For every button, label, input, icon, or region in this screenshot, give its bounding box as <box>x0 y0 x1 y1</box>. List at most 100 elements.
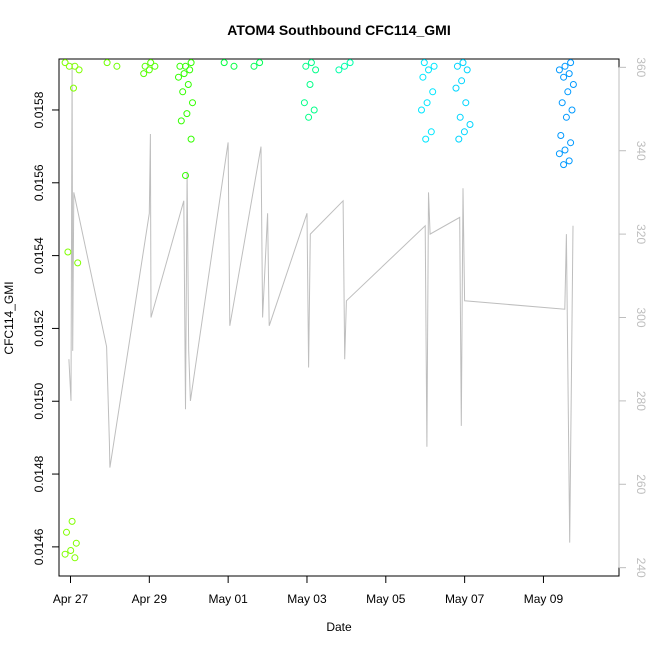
scatter-point <box>420 59 428 67</box>
series-line-right-axis <box>68 63 574 543</box>
scatter-point <box>430 62 438 70</box>
scatter-point <box>305 113 313 121</box>
scatter-point <box>458 77 466 85</box>
scatter-point <box>567 59 575 67</box>
y2-tick-label: 280 <box>634 391 648 411</box>
scatter-point <box>429 88 437 96</box>
x-axis-label: Date <box>326 620 352 634</box>
scatter-point <box>307 59 315 67</box>
scatter-point <box>113 62 121 70</box>
scatter-point <box>557 132 565 139</box>
x-tick-label: May 07 <box>445 592 485 606</box>
scatter-point <box>179 88 187 96</box>
x-axis: Apr 27 Apr 29 May 01 May 03 May 05 May 07 May … <box>53 575 564 606</box>
scatter-point <box>63 528 70 536</box>
y-tick-label: 0.0148 <box>32 455 46 492</box>
y2-tick-label: 240 <box>634 558 648 578</box>
scatter-point <box>565 157 573 165</box>
scatter-point <box>67 547 75 554</box>
scatter-point <box>452 84 460 92</box>
y-tick-label: 0.0150 <box>32 383 46 420</box>
scatter-point <box>459 59 467 67</box>
scatter-point <box>176 62 184 70</box>
plot-box <box>58 58 620 577</box>
scatter-point <box>61 550 69 558</box>
x-tick-label: May 09 <box>524 592 564 606</box>
scatter-point <box>564 88 572 96</box>
y-tick-label: 0.0156 <box>32 164 46 201</box>
scatter-point <box>455 135 463 143</box>
y2-tick-label: 340 <box>634 141 648 161</box>
scatter-point <box>460 128 468 136</box>
scatter-point <box>141 62 149 70</box>
y2-axis: 240 260 280 300 320 340 360 <box>618 57 648 578</box>
scatter-point <box>186 66 194 74</box>
x-tick-label: Apr 29 <box>132 592 168 606</box>
x-tick-label: May 01 <box>208 592 248 606</box>
scatter-point <box>562 113 570 121</box>
scatter-point <box>456 113 464 121</box>
scatter-point <box>453 62 461 70</box>
scatter-point <box>423 99 431 107</box>
scatter-point <box>569 81 577 88</box>
scatter-point <box>183 110 191 118</box>
scatter-point <box>220 59 228 67</box>
scatter-point <box>256 59 264 67</box>
y-axis: 0.0146 0.0148 0.0150 0.0152 0.0154 0.0156 0.01… <box>32 91 60 565</box>
scatter-point <box>250 62 258 70</box>
scatter-point <box>462 99 470 107</box>
scatter-point <box>180 70 188 78</box>
y2-tick-label: 360 <box>634 57 648 77</box>
chart-title: ATOM4 Southbound CFC114_GMI <box>227 22 451 38</box>
scatter-point <box>61 59 69 67</box>
scatter-point <box>306 81 314 88</box>
scatter-point <box>147 59 155 67</box>
scatter-point <box>302 62 310 70</box>
scatter-point <box>189 99 196 107</box>
scatter-point <box>70 84 77 92</box>
scatter-point <box>68 517 76 525</box>
scatter-point <box>346 59 354 67</box>
scatter-point <box>310 106 318 114</box>
scatter-point <box>419 73 427 81</box>
scatter-point <box>561 62 569 70</box>
scatter-point <box>182 172 189 179</box>
scatter-point <box>558 99 566 107</box>
scatter-point <box>300 99 308 107</box>
y-tick-label: 0.0158 <box>32 91 46 128</box>
scatter-point <box>187 59 195 67</box>
scatter-point <box>463 66 471 74</box>
x-tick-label: May 03 <box>287 592 327 606</box>
scatter-point <box>72 539 80 547</box>
scatter-point <box>567 139 575 147</box>
scatter-point <box>312 66 320 74</box>
scatter-point <box>561 146 569 154</box>
scatter-point <box>555 66 563 74</box>
y2-tick-label: 320 <box>634 224 648 244</box>
scatter-point <box>71 554 79 562</box>
scatter-point <box>65 62 73 70</box>
y-tick-label: 0.0152 <box>32 310 46 347</box>
scatter-point <box>175 73 182 81</box>
scatter-point <box>568 106 576 114</box>
scatter-point <box>425 66 432 74</box>
scatter-point <box>418 106 425 114</box>
y-tick-label: 0.0154 <box>32 237 46 274</box>
scatter-point <box>560 161 568 169</box>
y-tick-label: 0.0146 <box>32 528 46 565</box>
x-tick-label: May 05 <box>366 592 406 606</box>
scatter-point <box>230 62 238 70</box>
scatter-point <box>151 62 159 70</box>
scatter-point <box>560 73 568 81</box>
scatter-point <box>140 70 148 78</box>
scatter-point <box>74 259 82 267</box>
scatter-point <box>187 135 195 143</box>
scatter-point <box>184 81 192 88</box>
scatter-point <box>103 59 111 67</box>
scatter-point <box>75 66 83 74</box>
y-axis-label: CFC114_GMI <box>2 281 16 354</box>
scatter-point <box>422 135 430 143</box>
scatter-point <box>335 66 343 74</box>
line-series-layer <box>68 63 574 543</box>
